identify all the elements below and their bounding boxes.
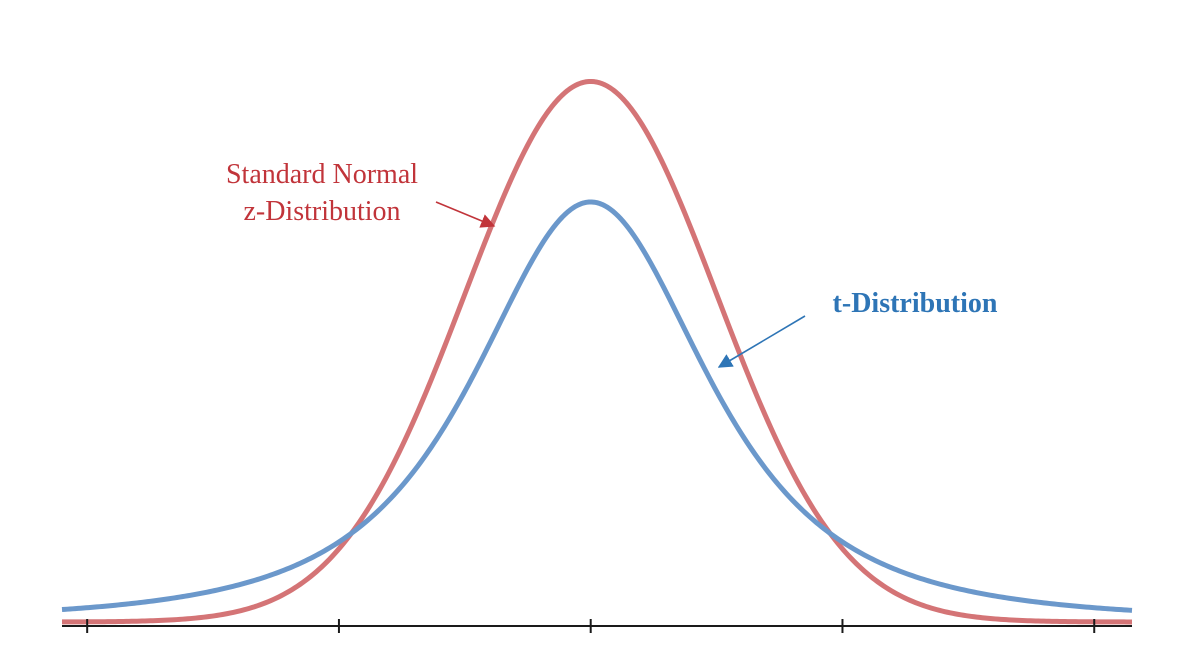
t-label: t-Distribution — [833, 288, 998, 319]
curves-layer — [61, 78, 1133, 625]
normal-curve — [61, 78, 1133, 625]
normal-label-arrow — [435, 201, 496, 228]
normal-label-line-1: Standard Normal — [226, 159, 418, 190]
normal-label-line-2: z-Distribution — [243, 196, 400, 227]
x-axis-ticks — [86, 619, 1096, 633]
t-curve — [61, 199, 1133, 613]
t-label-arrow — [717, 315, 806, 368]
